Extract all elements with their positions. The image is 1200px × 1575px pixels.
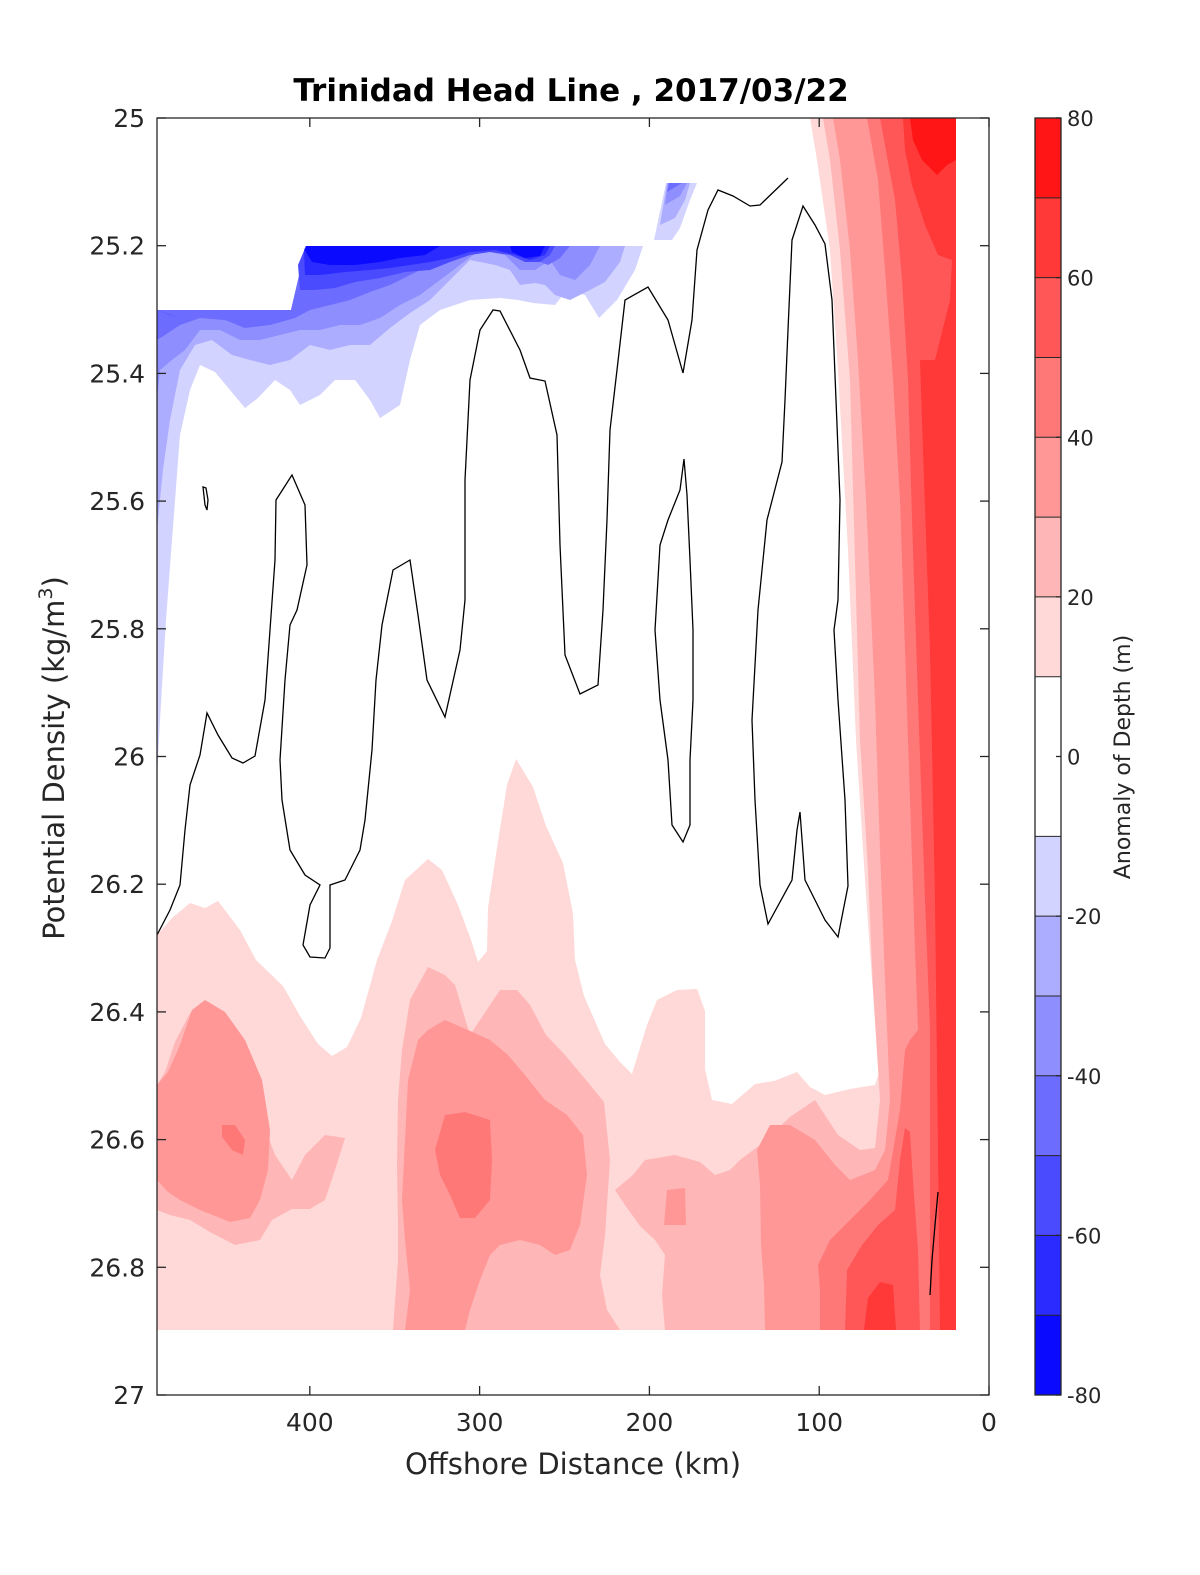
- x-tick-label: 100: [795, 1408, 843, 1437]
- y-axis-label-close: ): [37, 576, 71, 587]
- contour-fill-pos-10: [157, 118, 956, 1330]
- zero-contour-line: [156, 177, 789, 959]
- colorbar-tick-label: 60: [1067, 267, 1094, 291]
- y-tick-label: 25.8: [89, 615, 145, 644]
- colorbar-swatch: [1035, 517, 1061, 597]
- colorbar-tick-label: -40: [1067, 1065, 1101, 1089]
- y-tick-label: 26.8: [89, 1253, 145, 1282]
- colorbar-swatch: [1035, 1075, 1061, 1156]
- contour-fills: [157, 118, 956, 1330]
- x-tick-label: 400: [286, 1408, 334, 1437]
- y-tick-label: 25: [113, 104, 145, 133]
- colorbar-tick-label: 0: [1067, 746, 1080, 770]
- x-tick-label: 200: [626, 1408, 674, 1437]
- colorbar-tick-label: 80: [1067, 107, 1094, 131]
- y-axis-label: Potential Density (kg/m3): [35, 576, 71, 940]
- x-axis: 400 300 200 100 0: [286, 118, 997, 1437]
- contour-fill-pos-60: [864, 118, 956, 1330]
- colorbar-swatch: [1035, 596, 1061, 677]
- y-axis-label-text: Potential Density (kg/m: [37, 600, 71, 940]
- zero-contour-line: [654, 458, 694, 844]
- y-tick-label: 27: [113, 1381, 145, 1410]
- colorbar-swatch: [1035, 118, 1061, 198]
- contour-fill-pos-40: [222, 118, 956, 1330]
- zero-contour-line: [202, 486, 209, 511]
- colorbar-swatch: [1035, 1315, 1061, 1395]
- zero-contour-line: [751, 204, 849, 939]
- colorbar-swatch: [1035, 995, 1061, 1076]
- y-tick-label: 25.6: [89, 487, 145, 516]
- colorbar-tick-label: -60: [1067, 1224, 1101, 1248]
- colorbar-tick-label: 20: [1067, 586, 1094, 610]
- colorbar: -80 -60 -40 -20 0 20 40 60 80: [1034, 107, 1101, 1408]
- colorbar-tick-label: -80: [1067, 1384, 1101, 1408]
- colorbar-swatch: [1035, 277, 1061, 358]
- colorbar-swatch: [1035, 197, 1061, 278]
- x-tick-label: 0: [981, 1408, 997, 1437]
- y-tick-label: 25.4: [89, 359, 145, 388]
- colorbar-swatch: [1035, 836, 1061, 917]
- y-tick-label: 26: [113, 743, 145, 772]
- contour-fill-neg-30: [157, 183, 687, 400]
- contour-fill-neg-70: [305, 246, 545, 265]
- colorbar-swatch: [1035, 1235, 1061, 1316]
- y-tick-label: 25.2: [89, 232, 145, 261]
- colorbar-label: Anomaly of Depth (m): [1111, 635, 1136, 879]
- plot-area: [156, 117, 990, 1396]
- y-tick-label: 26.6: [89, 1126, 145, 1155]
- y-axis: 25 25.2 25.4 25.6 25.8 26 26.2 26.4 26.6 26.8 27: [89, 104, 989, 1410]
- y-tick-label: 26.2: [89, 870, 145, 899]
- colorbar-tick-label: -20: [1067, 905, 1101, 929]
- y-tick-label: 26.4: [89, 998, 145, 1027]
- colorbar-swatch: [1035, 916, 1061, 996]
- zero-contour-line: [929, 1191, 939, 1296]
- colorbar-tick-label: 40: [1067, 426, 1094, 450]
- x-tick-label: 300: [456, 1408, 504, 1437]
- y-axis-label-superscript: 3: [35, 587, 57, 599]
- contour-fill-pos-70: [910, 118, 956, 175]
- colorbar-swatch: [1035, 357, 1061, 438]
- x-axis-label: Offshore Distance (km): [405, 1447, 741, 1481]
- chart-title: Trinidad Head Line , 2017/03/22: [293, 73, 848, 109]
- colorbar-swatch: [1035, 437, 1061, 518]
- zero-contour-lines: [156, 177, 939, 1296]
- colorbar-swatch: [1035, 1155, 1061, 1236]
